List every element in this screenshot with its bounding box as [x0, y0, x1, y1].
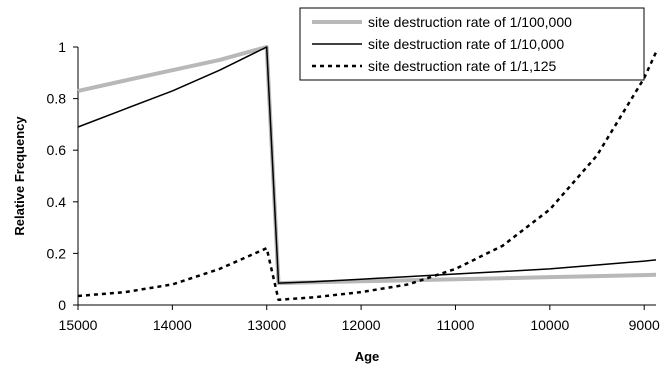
y-tick-label: 0 [58, 297, 66, 313]
y-tick-label: 0.6 [47, 142, 67, 158]
x-tick-label: 15000 [59, 317, 98, 333]
series-layer [77, 45, 658, 302]
series-line-2 [77, 46, 657, 284]
y-tick-label: 0.2 [47, 245, 67, 261]
x-tick-label: 11000 [437, 317, 475, 333]
x-axis-title: Age [355, 349, 380, 364]
y-tick-label: 0.4 [47, 194, 67, 210]
y-tick-label: 0.8 [47, 91, 67, 107]
legend: site destruction rate of 1/100,000 site d… [299, 7, 645, 81]
x-tick-label: 9000 [629, 317, 660, 333]
x-tick-label: 12000 [342, 317, 381, 333]
axes: 0 0.2 0.4 0.6 0.8 1 15000 14000 13000 12000 11000 1… [47, 39, 660, 333]
legend-label: site destruction rate of 1/10,000 [368, 36, 564, 52]
legend-label: site destruction rate of 1/1,125 [368, 58, 557, 74]
x-tick-label: 14000 [153, 317, 192, 333]
series-line-3 [77, 51, 658, 302]
series-line-1 [77, 45, 657, 286]
x-tick-label: 13000 [247, 317, 286, 333]
y-axis-title: Relative Frequency [12, 116, 27, 236]
x-tick-label: 10000 [530, 317, 569, 333]
y-tick-label: 1 [58, 39, 66, 55]
legend-label: site destruction rate of 1/100,000 [368, 14, 572, 30]
